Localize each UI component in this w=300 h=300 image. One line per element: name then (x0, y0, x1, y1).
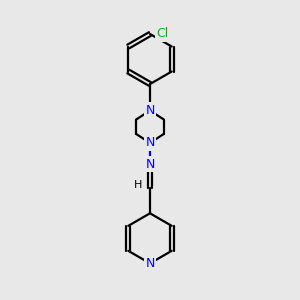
Text: N: N (145, 158, 155, 171)
Text: N: N (145, 257, 155, 270)
Text: H: H (134, 180, 142, 190)
Text: N: N (145, 104, 155, 117)
Text: Cl: Cl (157, 28, 169, 40)
Text: N: N (145, 136, 155, 149)
